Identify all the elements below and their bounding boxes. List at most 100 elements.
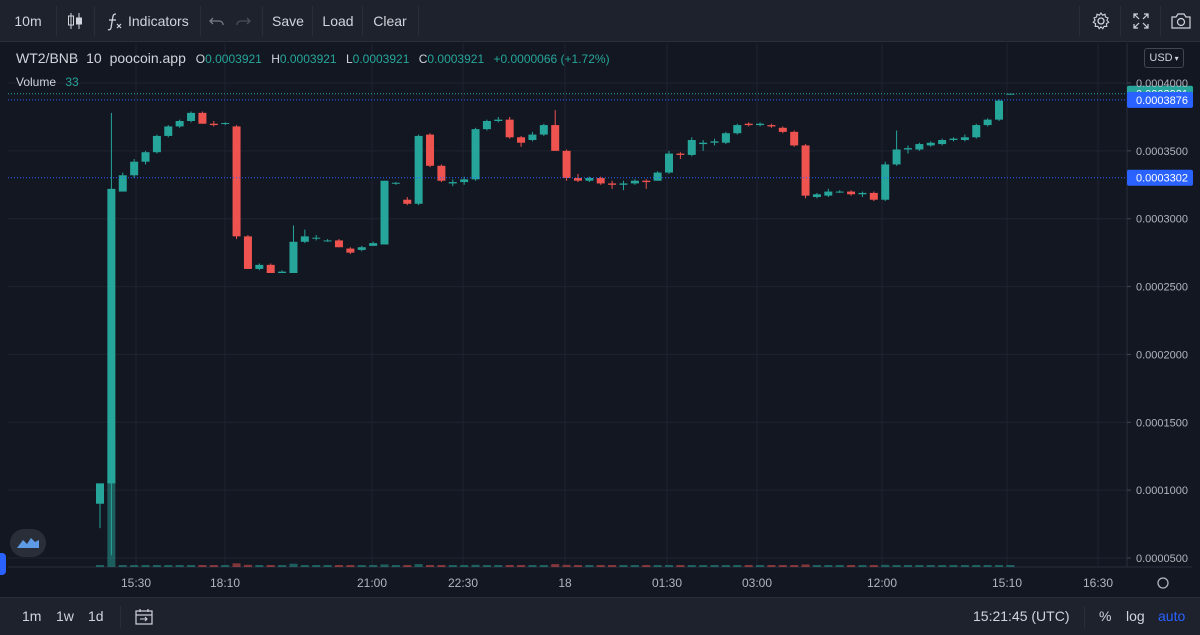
tradingview-badge[interactable]: [10, 529, 46, 557]
volume-bar: [482, 565, 491, 567]
volume-bar: [630, 565, 639, 567]
volume-bar: [562, 564, 571, 567]
volume-bar: [596, 565, 605, 567]
toolbar-divider: [418, 6, 419, 36]
candle-body: [505, 119, 514, 138]
candle-body: [130, 161, 139, 176]
candles: [96, 93, 1015, 556]
volume-bar: [551, 564, 560, 567]
candle-body: [960, 137, 969, 140]
volume-bar: [334, 565, 343, 567]
symbol-name[interactable]: WT2/BNB: [16, 50, 79, 66]
volume-bar: [187, 565, 196, 567]
candle-body: [232, 126, 241, 237]
undo-button[interactable]: [204, 0, 230, 42]
volume-bar: [198, 565, 207, 567]
candle-body: [96, 483, 104, 504]
auto-toggle[interactable]: auto: [1158, 608, 1186, 624]
redo-button[interactable]: [230, 0, 256, 42]
candle-body: [630, 180, 639, 184]
x-tick-label: 22:30: [448, 576, 478, 590]
volume-bar: [926, 565, 935, 567]
currency-selector[interactable]: USD ▾: [1144, 48, 1184, 68]
x-tick-label: 18: [558, 576, 572, 590]
volume-bar: [232, 563, 241, 567]
y-tick-label: 0.0003000: [1136, 214, 1188, 226]
volume-bar: [995, 565, 1004, 567]
load-button[interactable]: Load: [322, 13, 354, 29]
log-toggle[interactable]: log: [1126, 608, 1145, 624]
volume-bar: [972, 565, 981, 567]
candle-body: [494, 119, 503, 121]
percent-toggle[interactable]: %: [1099, 608, 1112, 624]
change-value: +0.0000066 (+1.72%): [493, 52, 610, 66]
candle-body: [187, 112, 196, 121]
save-button[interactable]: Save: [272, 13, 304, 29]
y-tick-label: 0.0002500: [1136, 282, 1188, 294]
toolbar-divider: [1084, 606, 1085, 628]
volume-bar: [414, 564, 423, 567]
chevron-down-icon: ▾: [1174, 54, 1179, 63]
candle-body: [858, 192, 867, 195]
toolbar-divider: [1079, 6, 1080, 36]
candle-body: [164, 126, 173, 136]
calendar-icon: [135, 609, 153, 625]
volume-bar: [687, 565, 696, 567]
volume-bar: [778, 565, 787, 567]
utc-clock[interactable]: 15:21:45 (UTC): [973, 608, 1070, 624]
x-tick-label: 01:30: [652, 576, 682, 590]
side-panel-toggle[interactable]: [0, 553, 6, 575]
volume-bar: [699, 565, 708, 567]
volume-bar: [209, 565, 218, 567]
interval-button[interactable]: 10m: [14, 13, 42, 29]
candle-body: [676, 153, 685, 155]
candle-body: [790, 131, 799, 146]
axis-settings-icon: [1157, 577, 1169, 589]
y-tick-label: 0.0004000: [1136, 78, 1188, 90]
volume-bar: [585, 565, 594, 567]
date-range-button[interactable]: [134, 598, 156, 635]
ohlc-values: O0.0003921 H0.0003921 L0.0003921 C0.0003…: [196, 52, 610, 66]
candle-body: [801, 145, 810, 196]
candle-body: [118, 175, 127, 192]
redo-icon: [236, 17, 251, 26]
volume-bar: [391, 565, 400, 567]
candle-body: [619, 183, 628, 185]
y-tick-label: 0.0001500: [1136, 417, 1188, 429]
time-axis[interactable]: 15:30 18:10 21:00 22:30 18 01:30 03:00 12:00 15:…: [121, 576, 1169, 590]
volume-bar: [164, 565, 173, 567]
range-1d-button[interactable]: 1d: [88, 608, 104, 624]
function-icon: [107, 13, 122, 31]
volume-bar: [721, 565, 730, 567]
clear-button[interactable]: Clear: [373, 13, 407, 29]
fullscreen-button[interactable]: [1124, 0, 1158, 42]
candle-body: [608, 183, 617, 185]
price-axis[interactable]: 0.0004000 0.0003500 0.0003000 0.0002500 0.00…: [1127, 78, 1188, 565]
bottom-toolbar: 1m 1w 1d 15:21:45 (UTC) % log auto: [0, 597, 1200, 635]
candle-body: [699, 142, 708, 145]
candle-body: [767, 125, 776, 127]
candle-body: [198, 112, 207, 124]
range-1w-button[interactable]: 1w: [56, 608, 74, 624]
candle-body: [562, 150, 571, 178]
candle-body: [847, 191, 856, 195]
candle-body: [221, 123, 230, 125]
volume-bar: [767, 565, 776, 567]
range-1m-button[interactable]: 1m: [22, 608, 42, 624]
volume-bar: [152, 565, 161, 567]
open-label: O: [195, 52, 206, 66]
candle-body: [596, 178, 605, 184]
settings-button[interactable]: [1084, 0, 1118, 42]
candle-body: [642, 180, 651, 183]
volume-bar: [346, 565, 355, 567]
chart-type-button[interactable]: [60, 0, 90, 42]
volume-bar: [357, 565, 366, 567]
indicators-button[interactable]: Indicators: [100, 0, 196, 42]
volume-bar: [426, 565, 435, 567]
camera-icon: [1171, 13, 1191, 29]
screenshot-button[interactable]: [1164, 0, 1198, 42]
volume-bar: [118, 565, 127, 567]
x-tick-label: 12:00: [867, 576, 897, 590]
